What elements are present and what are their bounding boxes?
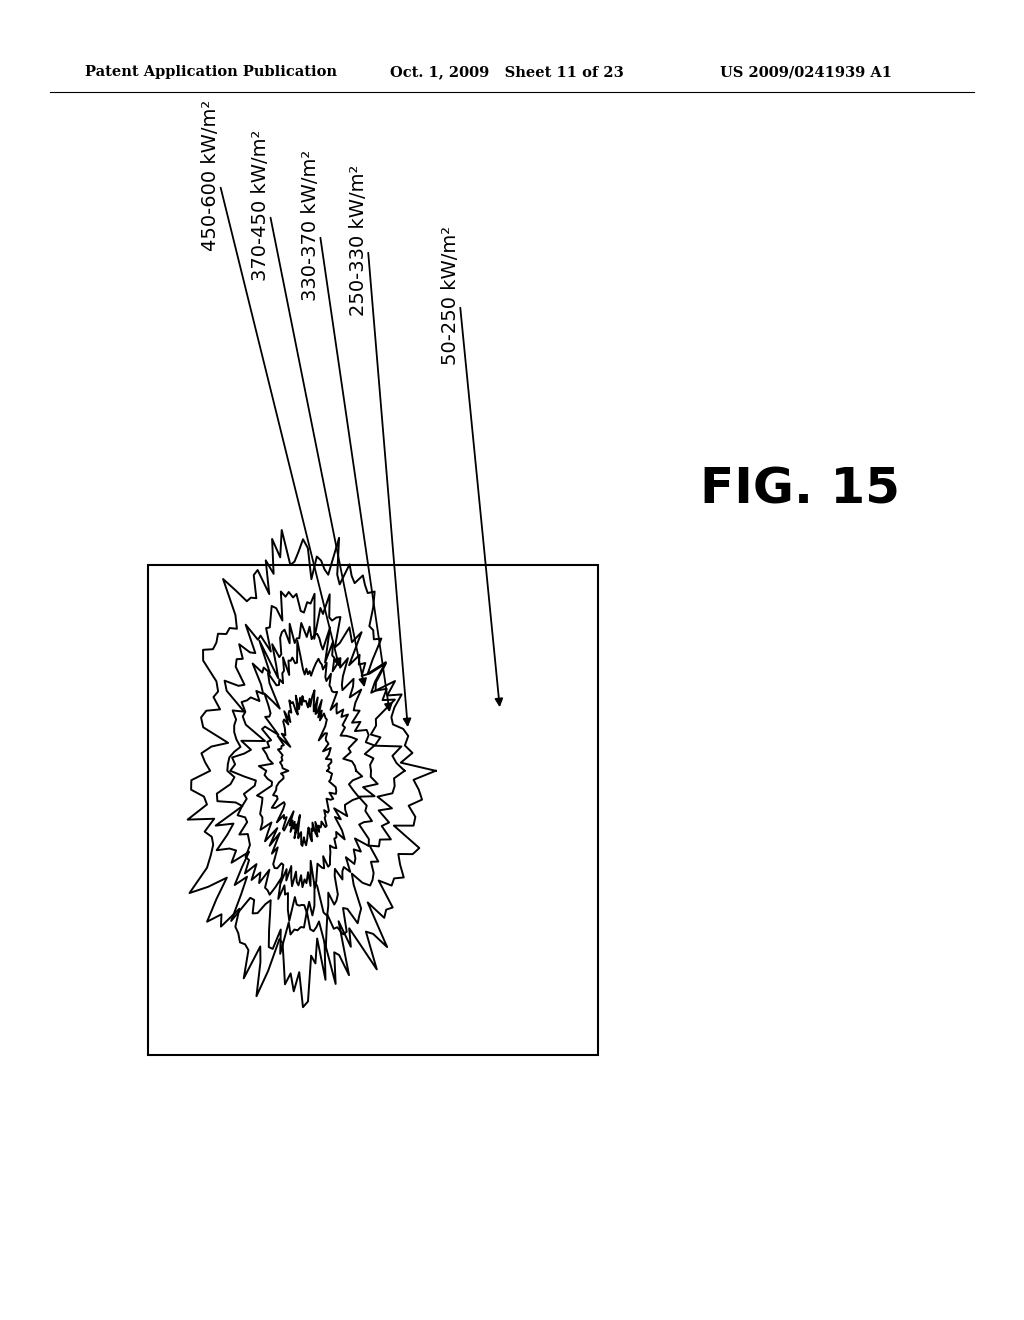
Text: 450-600 kW/m²: 450-600 kW/m² [201, 99, 220, 251]
Text: 370-450 kW/m²: 370-450 kW/m² [251, 129, 270, 281]
Text: Patent Application Publication: Patent Application Publication [85, 65, 337, 79]
Text: US 2009/0241939 A1: US 2009/0241939 A1 [720, 65, 892, 79]
Text: Oct. 1, 2009   Sheet 11 of 23: Oct. 1, 2009 Sheet 11 of 23 [390, 65, 624, 79]
Text: FIG. 15: FIG. 15 [700, 466, 900, 513]
Text: 330-370 kW/m²: 330-370 kW/m² [301, 149, 319, 301]
Text: 50-250 kW/m²: 50-250 kW/m² [441, 226, 460, 364]
Bar [148, 565, 598, 1055]
Text: 250-330 kW/m²: 250-330 kW/m² [349, 164, 368, 315]
